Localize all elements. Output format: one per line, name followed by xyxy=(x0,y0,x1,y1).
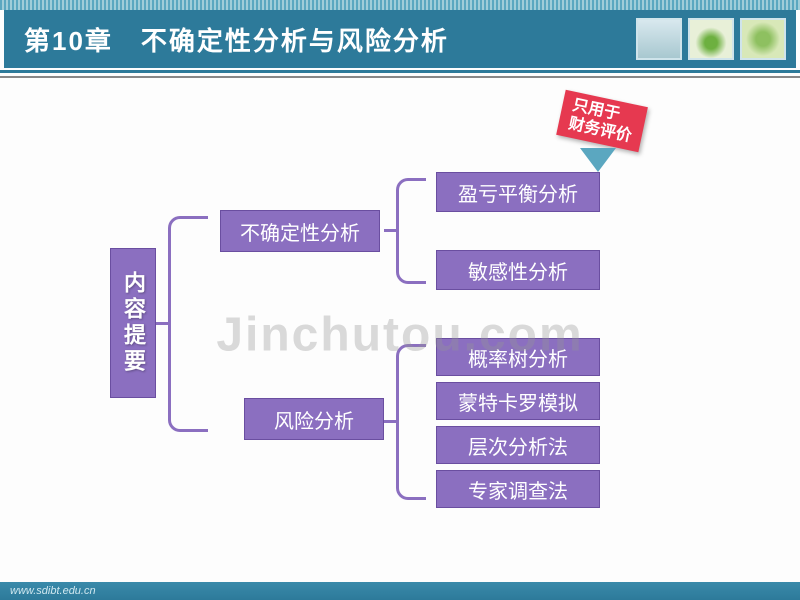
bracket xyxy=(396,178,426,284)
leaf-box: 专家调查法 xyxy=(436,470,600,508)
root-box: 内容提要 xyxy=(110,248,156,398)
bracket-connector xyxy=(384,420,396,423)
chapter-title: 第10章 不确定性分析与风险分析 xyxy=(24,21,449,58)
bracket xyxy=(168,216,208,432)
content-area: 只用于 财务评价 内容提要 不确定性分析风险分析 盈亏平衡分析敏感性分析概率树分析蒙… xyxy=(0,90,800,580)
leaf-box: 概率树分析 xyxy=(436,338,600,376)
bracket-connector xyxy=(156,322,168,325)
leaf-box: 蒙特卡罗模拟 xyxy=(436,382,600,420)
title-thumbnails xyxy=(636,18,786,60)
thumb-icon xyxy=(636,18,682,60)
callout-box: 只用于 财务评价 xyxy=(556,90,648,153)
title-bar: 第10章 不确定性分析与风险分析 xyxy=(4,10,796,68)
bracket xyxy=(396,344,426,500)
leaf-box: 敏感性分析 xyxy=(436,250,600,290)
thumb-icon xyxy=(688,18,734,60)
leaf-box: 盈亏平衡分析 xyxy=(436,172,600,212)
thumb-icon xyxy=(740,18,786,60)
slide: 第10章 不确定性分析与风险分析 只用于 财务评价 内容提要 不确定性分析风险分析… xyxy=(0,0,800,600)
top-border-pattern xyxy=(0,0,800,10)
callout-arrow-icon xyxy=(580,148,616,172)
category-box: 风险分析 xyxy=(244,398,384,440)
footer-url: www.sdibt.edu.cn xyxy=(0,582,800,600)
callout-note: 只用于 财务评价 xyxy=(560,98,644,144)
category-box: 不确定性分析 xyxy=(220,210,380,252)
leaf-box: 层次分析法 xyxy=(436,426,600,464)
title-underline xyxy=(0,68,800,82)
bracket-connector xyxy=(384,229,396,232)
